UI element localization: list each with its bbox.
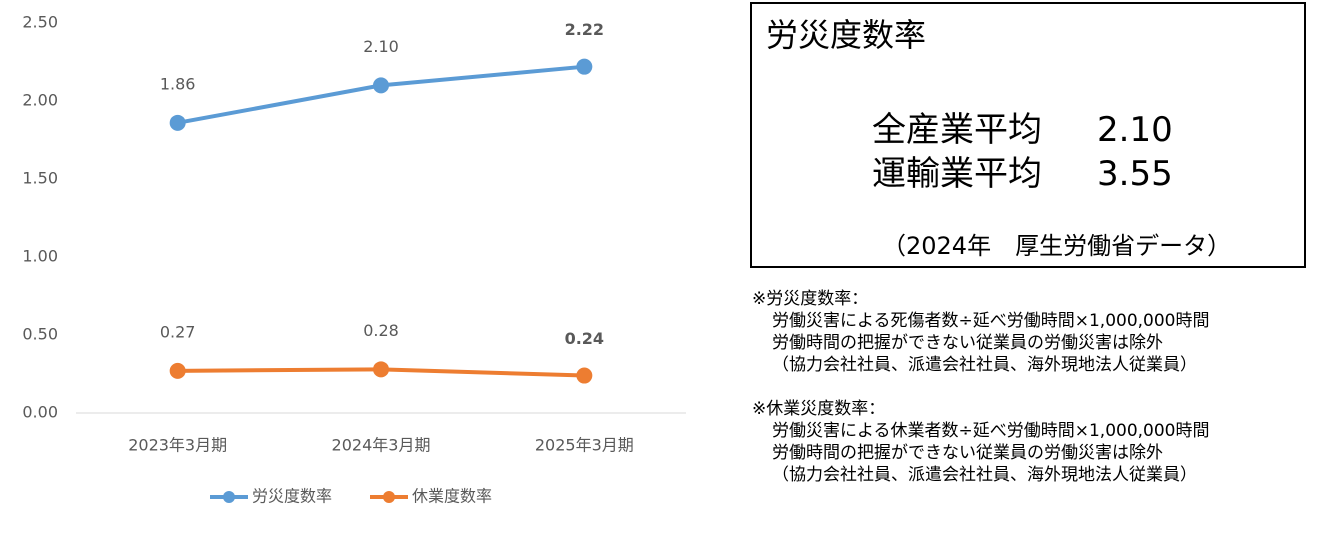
x-tick-label: 2024年3月期 [332, 436, 431, 455]
point [576, 58, 593, 75]
chart: 0.00 0.50 1.00 1.50 2.00 2.50 2023年3月期 2024年3月期… [22, 13, 686, 506]
note-block: ※休業災度数率： 労働災害による休業者数÷延べ労働時間×1,000,000時間 労働… [752, 398, 1210, 486]
note-line: （協力会社社員、派遣会社社員、海外現地法人従業員） [772, 355, 1197, 375]
note-block: ※労災度数率： 労働災害による死傷者数÷延べ労働時間×1,000,000時間 労働時… [752, 288, 1210, 376]
point [576, 367, 593, 384]
legend-label: 休業度数率 [412, 487, 492, 506]
y-tick-label: 0.00 [22, 403, 58, 422]
y-tick-label: 2.00 [22, 91, 58, 110]
x-tick-label: 2023年3月期 [128, 436, 227, 455]
row-value: 2.10 [1097, 110, 1173, 150]
notes: ※労災度数率： 労働災害による死傷者数÷延べ労働時間×1,000,000時間 労働時… [752, 288, 1210, 508]
info-panel: 労災度数率 全産業平均 2.10 運輸業平均 3.55 （2024年 厚生労働省デー… [750, 2, 1306, 268]
panel-source: （2024年 厚生労働省データ） [882, 232, 1232, 260]
point [373, 77, 389, 94]
data-label: 2.10 [363, 37, 399, 56]
legend-label: 労災度数率 [252, 487, 332, 506]
panel-row: 運輸業平均 3.55 [872, 146, 1173, 195]
note-line: 労働時間の把握ができない従業員の労働災害は除外 [772, 443, 1163, 463]
data-label: 0.28 [363, 321, 399, 340]
point [373, 361, 389, 378]
legend-marker [223, 491, 235, 503]
x-tick-label: 2025年3月期 [535, 436, 634, 455]
note-line: 労働災害による死傷者数÷延べ労働時間×1,000,000時間 [772, 311, 1210, 331]
data-label: 0.24 [565, 329, 604, 348]
point [169, 114, 186, 131]
y-tick-label: 0.50 [22, 325, 58, 344]
y-tick-label: 2.50 [22, 13, 58, 32]
row-value: 3.55 [1097, 154, 1173, 194]
point [169, 362, 186, 379]
data-label: 1.86 [160, 74, 196, 93]
row-label: 全産業平均 [872, 110, 1042, 150]
panel-title: 労災度数率 [766, 16, 927, 54]
data-label: 0.27 [160, 322, 196, 341]
data-label: 2.22 [565, 20, 604, 39]
legend-marker [383, 491, 395, 503]
y-tick-label: 1.00 [22, 247, 58, 266]
note-line: （協力会社社員、派遣会社社員、海外現地法人従業員） [772, 465, 1197, 485]
row-label: 運輸業平均 [872, 154, 1042, 194]
note-line: 労働時間の把握ができない従業員の労働災害は除外 [772, 333, 1163, 353]
series-line [177, 64, 585, 125]
note-line: 労働災害による休業者数÷延べ労働時間×1,000,000時間 [772, 421, 1210, 441]
panel-row: 全産業平均 2.10 [872, 102, 1173, 151]
note-line: ※休業災度数率： [752, 399, 886, 419]
note-line: ※労災度数率： [752, 289, 869, 309]
y-tick-label: 1.50 [22, 169, 58, 188]
